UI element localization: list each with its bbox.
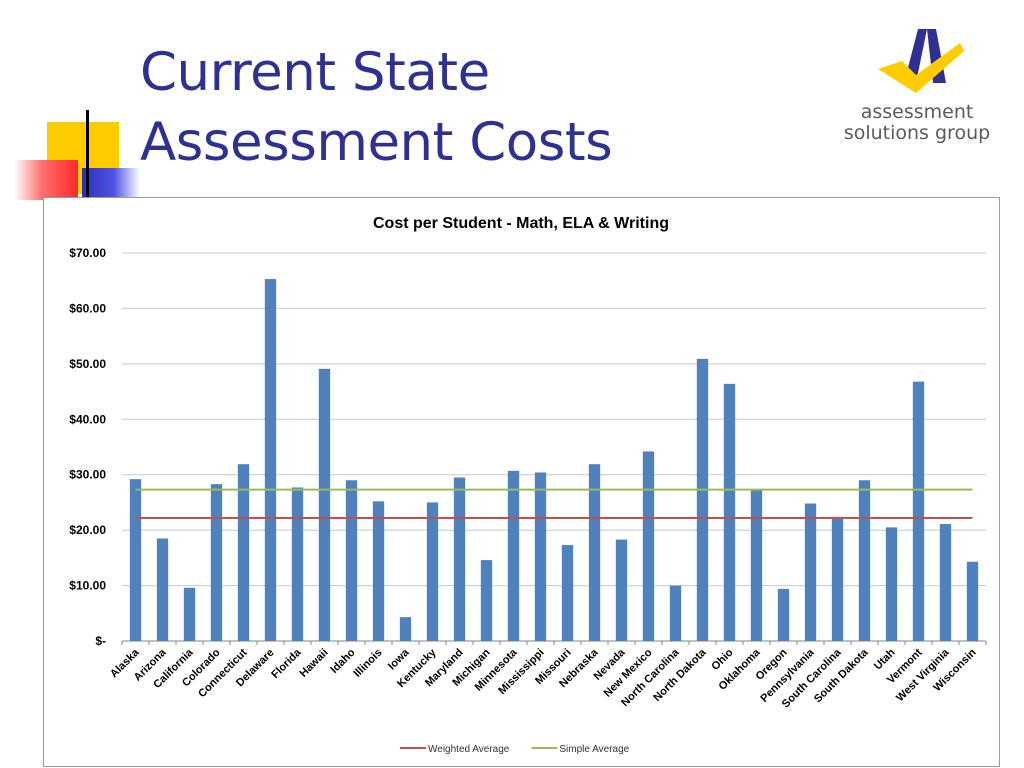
bar-north-carolina [669,585,682,641]
bar-delaware [264,279,277,641]
bars [129,279,979,641]
legend-label: Simple Average [559,744,629,755]
bar-new-mexico [642,451,655,641]
y-tick-label: $- [95,634,106,648]
bar-north-dakota [696,358,709,641]
legend-label: Weighted Average [428,744,510,755]
bar-idaho [345,480,358,641]
bar-hawaii [318,368,331,641]
x-axis: AlaskaArizonaCaliforniaColoradoConnectic… [108,641,987,710]
bar-wisconsin [966,561,979,641]
chart-title: Cost per Student - Math, ELA & Writing [373,215,669,232]
bar-alaska [129,479,142,641]
decor-red-square [14,160,78,200]
bar-florida [291,487,304,641]
y-tick-label: $70.00 [69,246,106,260]
bar-missouri [561,545,574,641]
company-logo: assessment solutions group [832,25,1002,150]
y-tick-label: $60.00 [69,301,106,315]
bar-kentucky [426,502,439,641]
x-tick-label: Florida [269,646,304,681]
bar-oregon [777,588,790,641]
slide-title-line2: Assessment Costs [140,112,613,173]
bar-west-virginia [939,524,952,641]
x-tick-label: Illinois [351,647,384,680]
bar-nevada [615,539,628,641]
bar-vermont [912,381,925,641]
average-lines [135,488,973,519]
legend: Weighted Average Simple Average [400,744,630,755]
x-tick-label: Hawaii [297,647,330,680]
logo-text-line1: assessment [860,101,974,123]
y-tick-label: $30.00 [69,468,106,482]
bar-pennsylvania [804,503,817,641]
bar-ohio [723,383,736,641]
bar-california [183,587,196,641]
bar-connecticut [237,464,250,641]
y-axis: $- $10.00 $20.00 $30.00 $40.00 $50.00 $60.00 $7… [69,246,106,648]
y-tick-label: $20.00 [69,523,106,537]
slide-title: Current State Assessment Costs [140,38,613,178]
bar-mississippi [534,472,547,641]
chart-frame: Cost per Student - Math, ELA & Writing $… [43,197,1000,767]
bar-utah [885,527,898,641]
bar-south-dakota [858,480,871,641]
decor-vertical-line [86,110,89,198]
bar-iowa [399,617,412,641]
bar-chart: Cost per Student - Math, ELA & Writing $… [69,215,987,755]
bar-arizona [156,538,169,641]
bar-minnesota [507,470,520,641]
bar-nebraska [588,464,601,641]
bar-oklahoma [750,490,763,641]
bar-maryland [453,477,466,641]
y-tick-label: $50.00 [69,357,106,371]
logo-a-icon [878,29,964,93]
y-tick-label: $10.00 [69,579,106,593]
decor-blue-square [82,168,140,198]
bar-michigan [480,560,493,641]
bar-colorado [210,484,223,641]
y-tick-label: $40.00 [69,412,106,426]
slide-title-line1: Current State [140,42,490,103]
gridlines [122,252,986,642]
bar-illinois [372,501,385,641]
bar-south-carolina [831,516,844,641]
logo-text-line2: solutions group [843,122,991,144]
